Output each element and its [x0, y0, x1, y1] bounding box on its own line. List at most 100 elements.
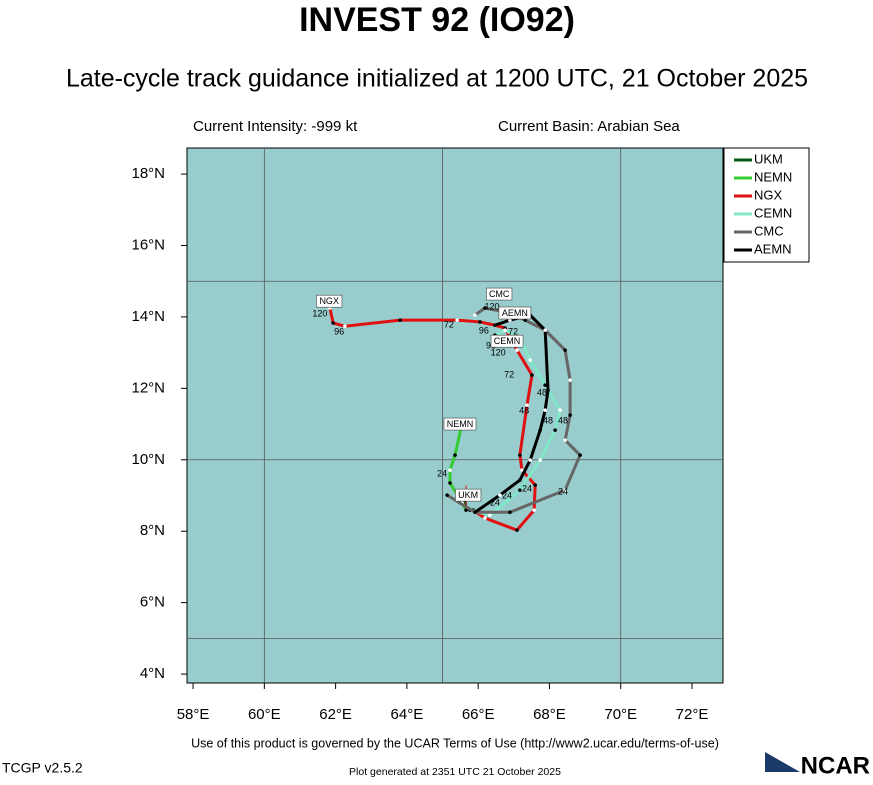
- version: TCGP v2.5.2: [2, 760, 83, 776]
- track-point: [464, 508, 468, 512]
- ncar-logo: NCAR: [765, 752, 870, 779]
- legend-box: [723, 147, 810, 263]
- track-point: [518, 453, 522, 457]
- hour-label: 24: [502, 491, 512, 501]
- x-tick-label: 64°E: [391, 706, 424, 723]
- hour-label: 120: [491, 347, 506, 357]
- x-tick-label: 60°E: [248, 706, 281, 723]
- hour-label: 24: [437, 468, 447, 478]
- x-tick-label: 68°E: [533, 706, 566, 723]
- model-tag: NEMN: [447, 419, 474, 429]
- track-point: [528, 458, 532, 462]
- basin-label: Current Basin: Arabian Sea: [498, 118, 680, 135]
- track-point: [515, 528, 519, 532]
- hour-label: 96: [334, 326, 344, 336]
- model-tag-box: [498, 306, 532, 320]
- legend-label: AEMN: [754, 241, 792, 256]
- y-tick-label: 8°N: [140, 522, 165, 539]
- legend-label: CEMN: [754, 205, 792, 220]
- model-tag-box: [443, 417, 477, 431]
- logo-text: NCAR: [801, 752, 870, 779]
- track-line: [328, 307, 537, 532]
- legend-label: NEMN: [754, 169, 792, 184]
- y-tick-label: 14°N: [131, 308, 165, 325]
- hour-label: 72: [504, 370, 514, 380]
- x-tick-label: 58°E: [177, 706, 210, 723]
- track-point: [515, 348, 519, 352]
- model-tag: AEMN: [502, 308, 528, 318]
- model-tag-box: [486, 287, 513, 301]
- track-point: [543, 328, 547, 332]
- track-point: [478, 320, 482, 324]
- hour-label: 96: [479, 326, 489, 336]
- model-tag-box: [490, 334, 524, 348]
- track-point: [448, 481, 452, 485]
- hour-label: 120: [485, 301, 500, 311]
- model-tag-box: [316, 294, 343, 308]
- plot-background: [186, 147, 724, 684]
- track-point: [453, 453, 457, 457]
- track-point: [488, 513, 492, 517]
- chart-subtitle: Late-cycle track guidance initialized at…: [66, 65, 808, 93]
- track-point: [553, 428, 557, 432]
- hour-label: 24: [490, 497, 500, 507]
- track-point: [578, 453, 582, 457]
- track-point: [398, 318, 402, 322]
- track-point: [448, 468, 452, 472]
- track-point: [493, 323, 497, 327]
- track-point: [558, 408, 562, 412]
- model-tag: NGX: [319, 296, 339, 306]
- y-tick-label: 12°N: [131, 379, 165, 396]
- track-point: [546, 388, 550, 392]
- track-point: [331, 321, 335, 325]
- track-point: [525, 403, 529, 407]
- track-point: [543, 383, 547, 387]
- track-point: [538, 428, 542, 432]
- hour-label: 120: [312, 308, 327, 318]
- model-tag: UKM: [458, 490, 478, 500]
- y-tick-label: 4°N: [140, 665, 165, 682]
- track-point: [568, 413, 572, 417]
- track-point: [563, 438, 567, 442]
- track-point: [530, 373, 534, 377]
- track-point: [503, 328, 507, 332]
- track-point: [455, 318, 459, 322]
- y-tick-label: 18°N: [131, 165, 165, 182]
- track-point: [508, 510, 512, 515]
- hour-label: 48: [543, 416, 553, 426]
- track-point: [473, 313, 477, 317]
- model-tag: CEMN: [494, 336, 521, 346]
- track-point: [533, 483, 537, 487]
- legend-label: NGX: [754, 187, 783, 202]
- track-point: [445, 493, 449, 497]
- hour-label: 72: [508, 326, 518, 336]
- model-tag: CMC: [489, 289, 510, 299]
- track-point: [498, 493, 502, 497]
- intensity-label: Current Intensity: -999 kt: [193, 118, 358, 135]
- y-tick-label: 16°N: [131, 236, 165, 253]
- track-point: [543, 408, 547, 412]
- track-point: [532, 508, 536, 512]
- x-tick-label: 72°E: [676, 706, 709, 723]
- y-tick-label: 6°N: [140, 594, 165, 611]
- track-point: [518, 478, 522, 482]
- legend-label: UKM: [754, 151, 783, 166]
- track-point: [568, 378, 572, 382]
- terms-footer: Use of this product is governed by the U…: [191, 736, 719, 750]
- x-tick-label: 62°E: [319, 706, 352, 723]
- hour-label: 48: [537, 387, 547, 397]
- hour-label: 48: [558, 416, 568, 426]
- track-point: [528, 358, 532, 362]
- track-point: [538, 458, 542, 462]
- hour-label: 48: [519, 406, 529, 416]
- track-point: [483, 306, 487, 310]
- track-point: [483, 516, 487, 520]
- track-point: [343, 324, 347, 329]
- track-point: [518, 488, 522, 492]
- model-tag-box: [455, 488, 482, 502]
- track-point: [563, 348, 567, 352]
- x-tick-label: 66°E: [462, 706, 495, 723]
- y-tick-label: 10°N: [131, 451, 165, 468]
- hour-label: 72: [444, 320, 454, 330]
